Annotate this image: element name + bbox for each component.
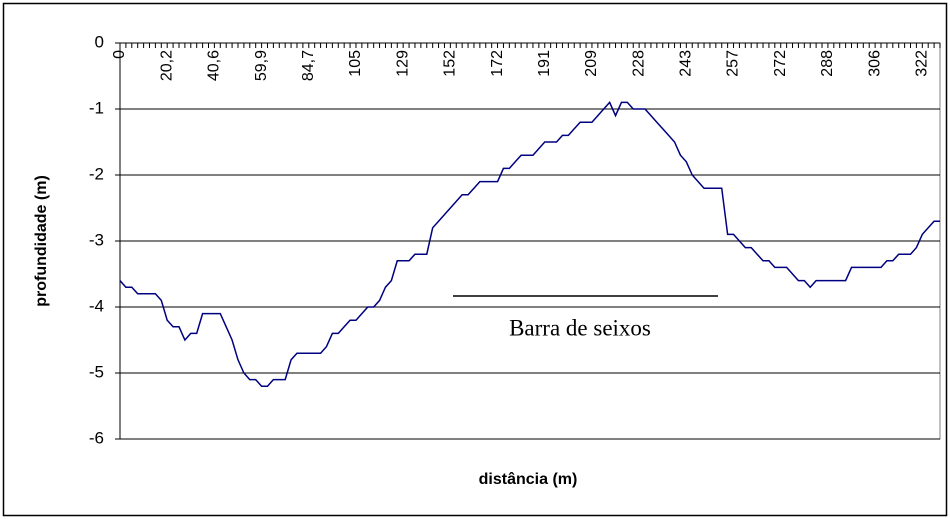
x-tick-label: 152	[442, 50, 459, 77]
x-tick-label: 129	[394, 50, 411, 77]
x-tick-label: 172	[489, 50, 506, 77]
x-tick-label: 288	[819, 50, 836, 77]
x-tick-label: 105	[347, 50, 364, 77]
data-line	[119, 101, 940, 387]
x-tick-label: 20,2	[158, 50, 175, 81]
x-tick-label: 243	[678, 50, 695, 77]
annotation: Barra de seixos	[509, 315, 651, 340]
y-tick-label: -3	[89, 230, 104, 249]
x-tick-label: 209	[583, 50, 600, 77]
y-axis-title: profundidade (m)	[33, 175, 50, 307]
x-axis-title: distância (m)	[479, 471, 578, 488]
y-tick-label: -6	[89, 428, 104, 447]
x-tick-label: 322	[914, 50, 931, 77]
x-tick-label: 40,6	[206, 50, 223, 81]
y-tick-label: -1	[89, 98, 104, 117]
x-tick-label: 272	[772, 50, 789, 77]
x-tick-label: 306	[866, 50, 883, 77]
x-tick-label: 84,7	[300, 50, 317, 81]
x-tick-label: 228	[630, 50, 647, 77]
x-tick-label: 191	[536, 50, 553, 77]
y-tick-label: -4	[89, 296, 104, 315]
y-tick-label: 0	[95, 32, 104, 51]
y-tick-label: -5	[89, 362, 104, 381]
x-tick-label: 257	[725, 50, 742, 77]
annotation-background	[462, 313, 694, 345]
y-tick-label: -2	[89, 164, 104, 183]
x-tick-label: 59,9	[253, 50, 270, 81]
